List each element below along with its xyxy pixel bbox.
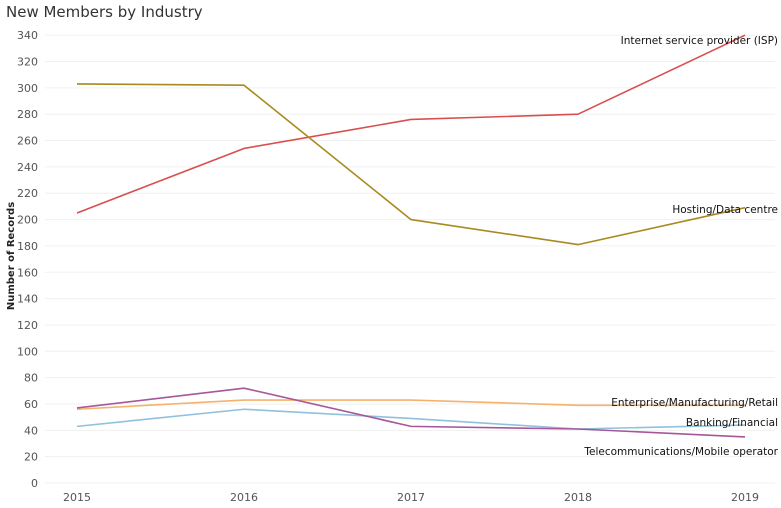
series-line-4 — [76, 387, 746, 438]
y-tick-label: 0 — [31, 477, 38, 490]
y-tick-label: 340 — [17, 29, 38, 42]
series-label: Hosting/Data centre — [672, 204, 778, 216]
y-tick-label: 60 — [24, 398, 38, 411]
series-lines — [76, 34, 746, 438]
y-tick-label: 160 — [17, 266, 38, 279]
y-tick-label: 220 — [17, 187, 38, 200]
y-axis-ticks: 0 20 40 60 80 100 120 140 160 180 200 220 240 260 280 3… — [17, 29, 38, 490]
gridlines — [45, 34, 775, 484]
y-tick-label: 40 — [24, 424, 38, 437]
series-line-1 — [76, 83, 746, 246]
y-axis-label: Number of Records — [6, 202, 17, 310]
chart-title: New Members by Industry — [6, 3, 203, 21]
y-tick-label: 260 — [17, 135, 38, 148]
y-tick-label: 280 — [17, 108, 38, 121]
y-tick-label: 180 — [17, 240, 38, 253]
x-tick-label: 2017 — [397, 491, 425, 504]
series-label: Enterprise/Manufacturing/Retail — [611, 397, 778, 409]
series-labels: Internet service provider (ISP) Hosting/D… — [583, 35, 778, 458]
y-tick-label: 120 — [17, 319, 38, 332]
y-tick-label: 320 — [17, 56, 38, 69]
x-tick-label: 2019 — [731, 491, 759, 504]
y-tick-label: 80 — [24, 372, 38, 385]
y-tick-label: 200 — [17, 214, 38, 227]
y-tick-label: 140 — [17, 293, 38, 306]
series-label: Internet service provider (ISP) — [621, 35, 778, 47]
y-tick-label: 100 — [17, 345, 38, 358]
series-label: Telecommunications/Mobile operator — [583, 446, 778, 458]
x-tick-label: 2018 — [564, 491, 592, 504]
series-label: Banking/Financial — [686, 417, 778, 429]
y-tick-label: 300 — [17, 82, 38, 95]
y-tick-label: 240 — [17, 161, 38, 174]
x-tick-label: 2015 — [63, 491, 91, 504]
x-axis-ticks: 2015 2016 2017 2018 2019 — [63, 491, 759, 504]
y-tick-label: 20 — [24, 451, 38, 464]
x-tick-label: 2016 — [230, 491, 258, 504]
